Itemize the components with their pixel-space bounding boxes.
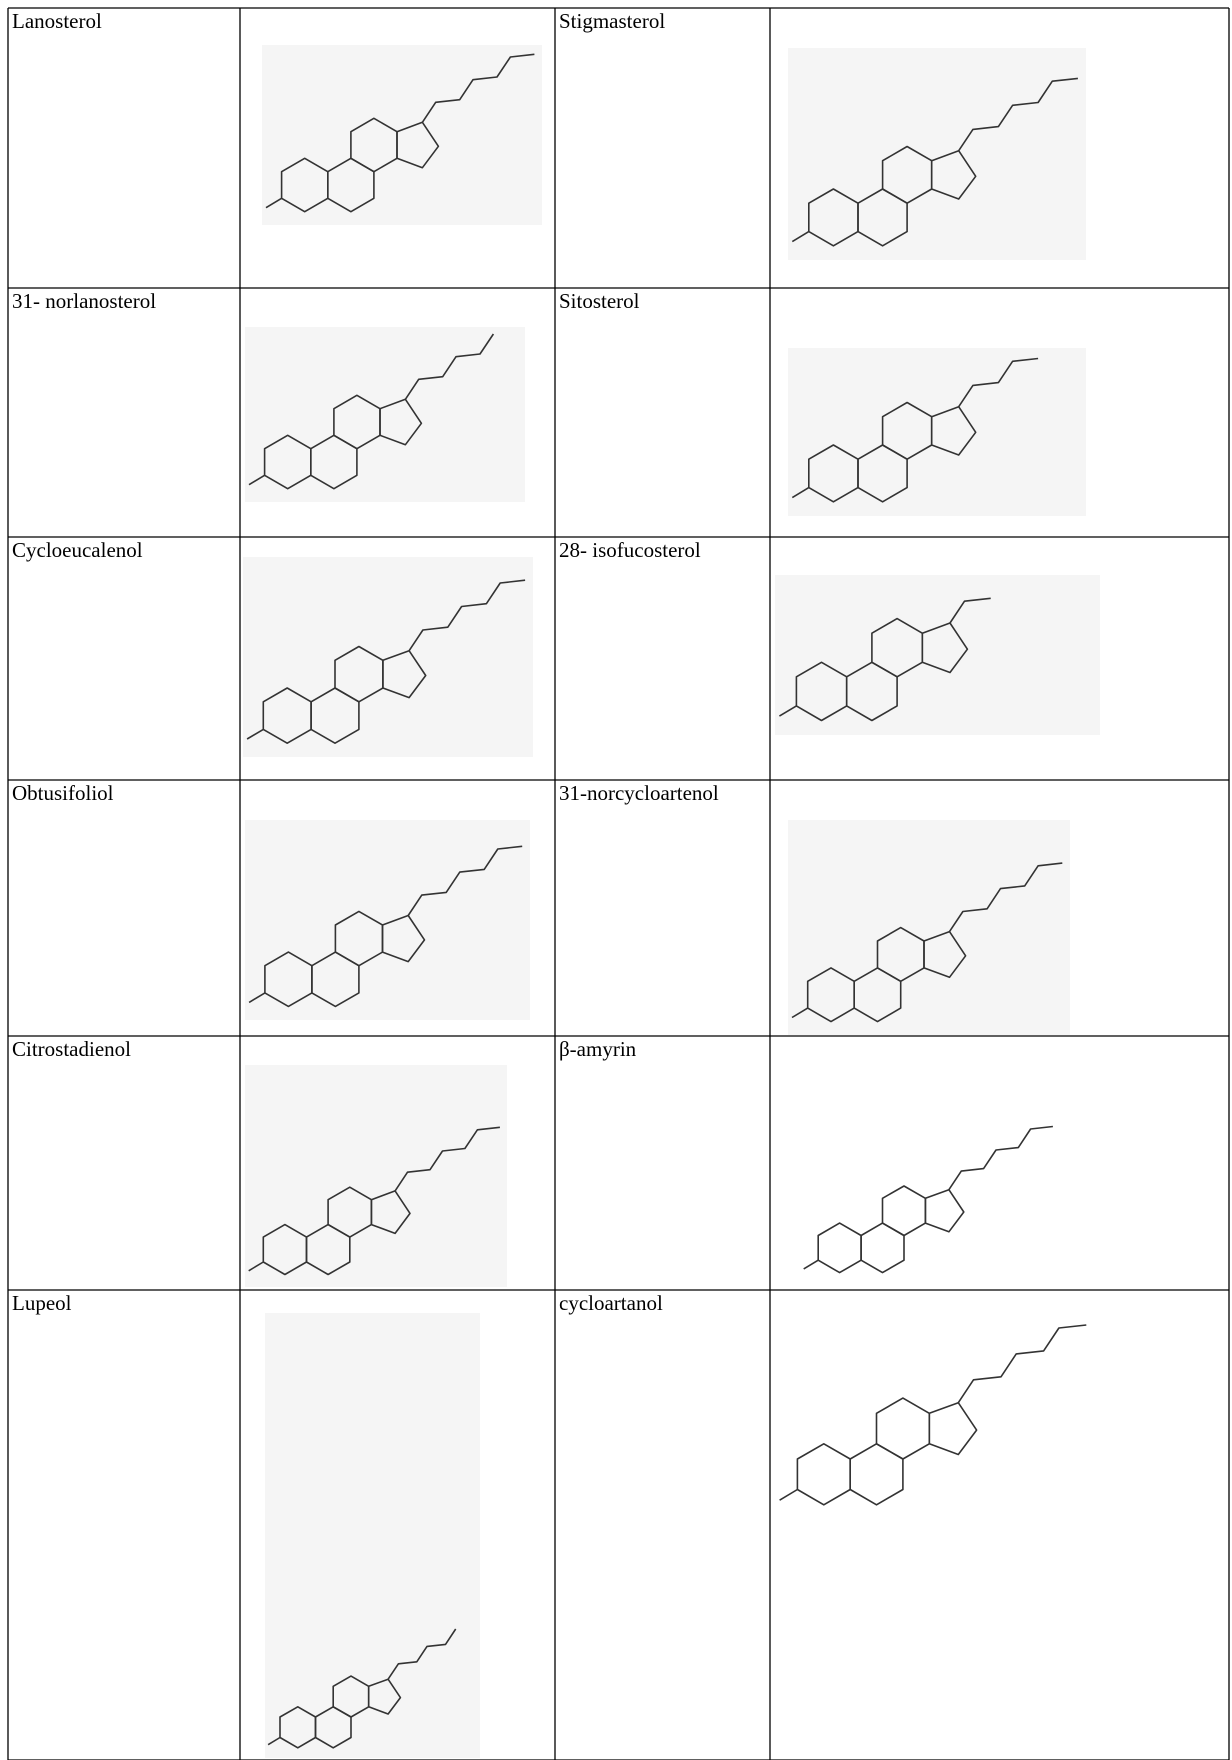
structure-background [788,348,1086,516]
compound-name: Lupeol [12,1291,72,1315]
structure-background [788,820,1070,1035]
structure-background [775,1300,1095,1520]
compound-name: Citrostadienol [12,1037,131,1061]
structure-background [245,820,530,1020]
page: Lanosterol Stigmasterol 31- norlanosterol S… [0,0,1232,1760]
structure-background [800,1085,1060,1285]
compound-name: cycloartanol [559,1291,663,1315]
structure-image [265,1313,480,1758]
compound-name: Sitosterol [559,289,640,313]
compound-name: Lanosterol [12,9,102,33]
structure-background [265,1313,480,1758]
structure-background [245,327,525,502]
structure-background [775,575,1100,735]
compound-name: 31-norcycloartenol [559,781,719,805]
structure-image [245,327,525,502]
structure-image [775,575,1100,735]
compound-table: Lanosterol Stigmasterol 31- norlanosterol S… [0,0,1232,1760]
structure-image [245,1065,507,1287]
compound-name: Cycloeucalenol [12,538,143,562]
structure-background [243,557,533,757]
structure-image [788,820,1070,1035]
structure-image [262,45,542,225]
compound-name: Obtusifoliol [12,781,114,805]
compound-name: 31- norlanosterol [12,289,156,313]
compound-name: β-amyrin [559,1037,637,1061]
structure-image [245,820,530,1020]
structure-background [788,48,1086,260]
compound-name: 28- isofucosterol [559,538,701,562]
structure-image [243,557,533,757]
structure-image [788,48,1086,260]
structure-image [775,1300,1095,1520]
structure-image [800,1085,1060,1285]
compound-name: Stigmasterol [559,9,665,33]
structure-image [788,348,1086,516]
structure-background [245,1065,507,1287]
